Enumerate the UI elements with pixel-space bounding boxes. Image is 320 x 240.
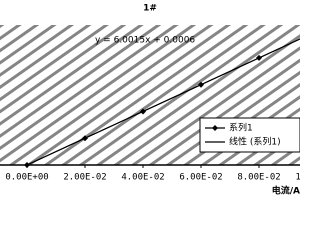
chart: 1# y = 6.0015x + 0.0006 电流/A 0.00E+00 2.0…: [0, 4, 300, 197]
page: {"chart_data": {"type": "line", "title":…: [0, 3, 300, 197]
trend-equation: y = 6.0015x + 0.0006: [95, 36, 195, 46]
legend-label: 线性 (系列1): [229, 136, 281, 148]
trend-line: [26, 38, 300, 166]
x-axis-label: 电流/A: [272, 185, 300, 197]
legend-label: 系列1: [229, 122, 253, 134]
x-tick-label: 8.00E-02: [237, 173, 280, 183]
legend: 系列1 线性 (系列1): [199, 117, 300, 153]
x-tick-label: 4.00E-02: [121, 173, 164, 183]
x-tick-label: 1.00E-01: [295, 173, 300, 183]
chart-title: 1#: [143, 4, 157, 14]
x-tick-label: 6.00E-02: [179, 173, 222, 183]
legend-box: [199, 117, 300, 153]
x-tick-label: 0.00E+00: [5, 173, 48, 183]
legend-marker: [212, 125, 218, 131]
x-tick-label: 2.00E-02: [63, 173, 106, 183]
